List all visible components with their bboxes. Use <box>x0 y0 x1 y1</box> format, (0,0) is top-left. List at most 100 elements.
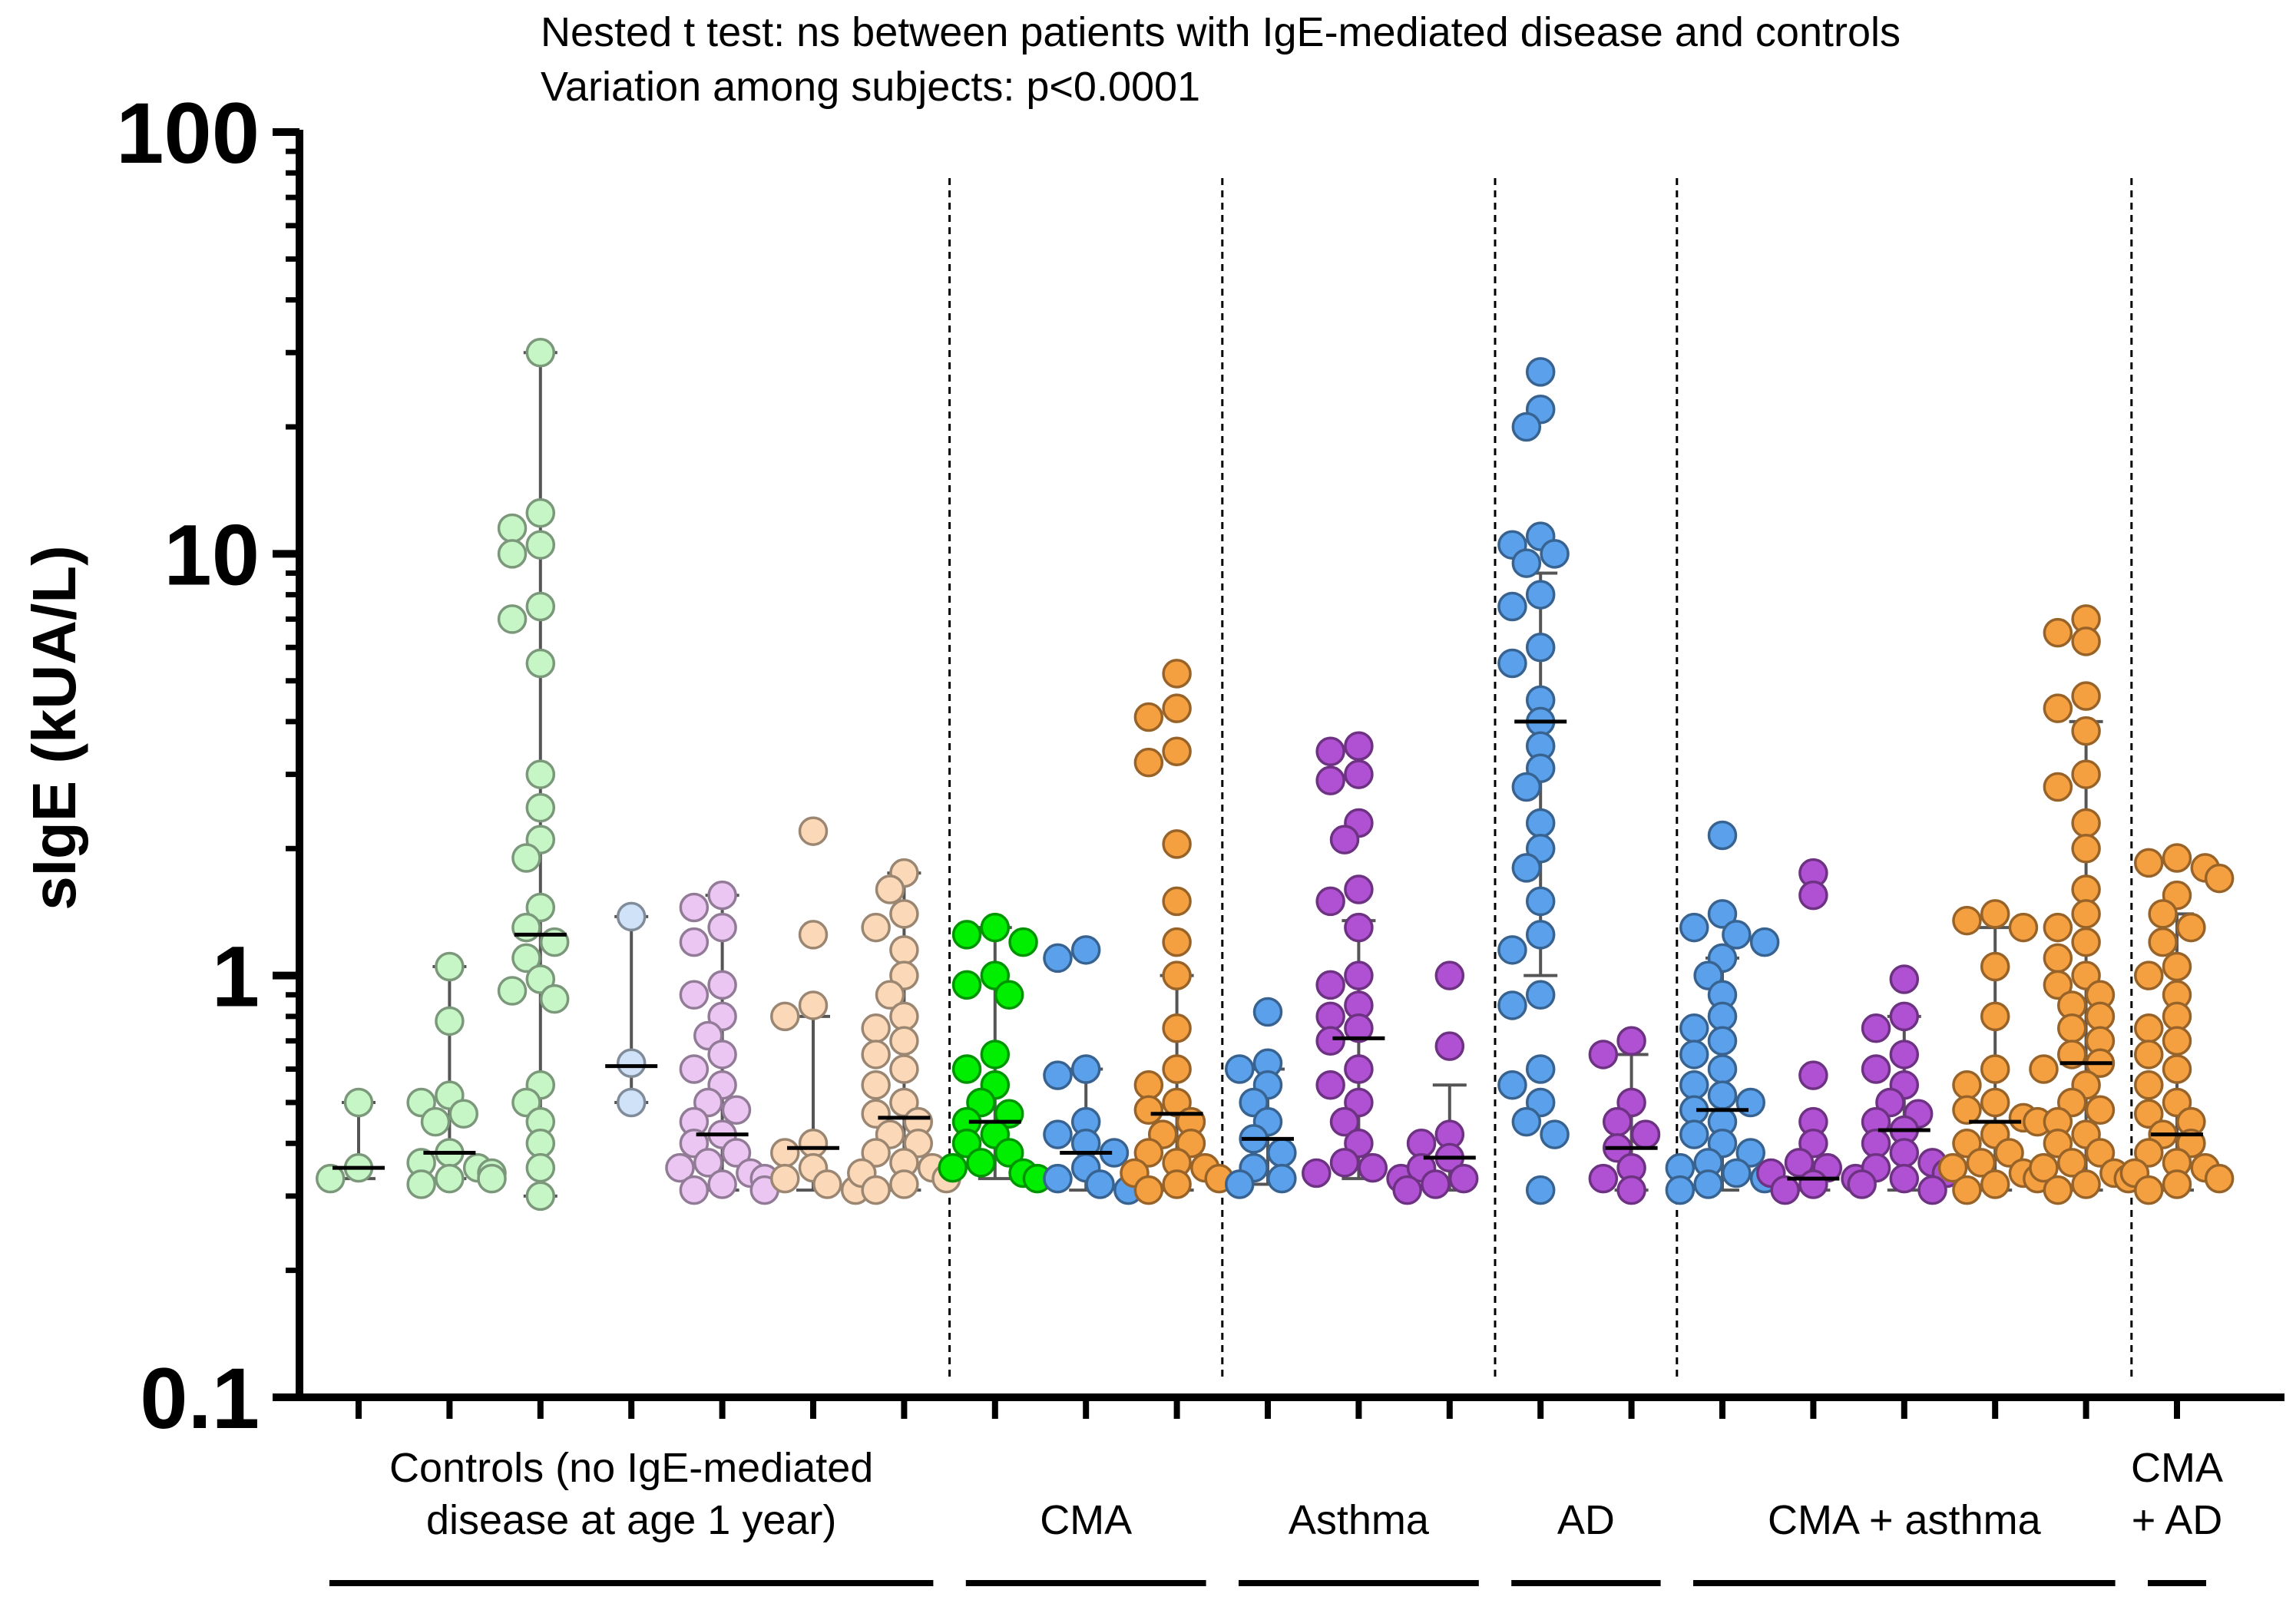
data-point <box>1133 1095 1164 1126</box>
data-point <box>1861 1129 1891 1159</box>
data-point <box>1511 548 1542 578</box>
data-point <box>1707 1080 1738 1110</box>
data-point <box>2056 1148 2087 1178</box>
data-point <box>2029 1152 2059 1183</box>
data-point <box>1679 912 1709 943</box>
data-point <box>525 792 556 823</box>
data-point <box>798 1129 829 1159</box>
data-point <box>1525 886 1556 917</box>
data-point <box>2008 912 2039 943</box>
data-point <box>1980 1054 2010 1084</box>
series-column <box>406 951 507 1199</box>
data-point <box>1525 920 1556 950</box>
data-point <box>435 951 465 982</box>
data-point <box>2056 1013 2087 1043</box>
data-point <box>1525 980 1556 1010</box>
data-point <box>525 530 556 560</box>
series-column <box>2119 843 2235 1205</box>
data-point <box>1980 1001 2010 1032</box>
data-point <box>525 337 556 368</box>
annotation-variation: Variation among subjects: p<0.0001 <box>541 64 1200 110</box>
data-point <box>497 539 528 569</box>
data-point <box>2071 681 2101 711</box>
data-point <box>1344 960 1374 990</box>
data-point <box>1133 702 1164 732</box>
data-point <box>616 1087 647 1118</box>
data-point <box>2176 912 2206 943</box>
group-label: + AD <box>2132 1497 2223 1543</box>
data-point <box>1735 1087 1765 1118</box>
data-point <box>1707 1026 1738 1056</box>
data-point <box>406 1169 436 1199</box>
data-point <box>1630 1119 1661 1149</box>
data-point <box>2043 943 2073 974</box>
data-point <box>1722 920 1752 950</box>
data-point <box>889 935 919 965</box>
data-point <box>2162 1026 2192 1056</box>
data-point <box>2071 759 2101 789</box>
data-point <box>2134 848 2164 878</box>
data-point <box>1511 1106 1542 1137</box>
data-point <box>2134 1175 2164 1205</box>
data-point <box>1707 1001 1738 1032</box>
data-point <box>1707 820 1738 851</box>
data-point <box>1679 1119 1709 1149</box>
data-point <box>679 1054 710 1084</box>
data-point <box>1511 412 1542 442</box>
data-point <box>798 920 829 950</box>
data-point <box>1434 960 1465 990</box>
data-point <box>1735 1138 1765 1168</box>
data-point <box>1861 1013 1891 1043</box>
series-column <box>1588 1026 1661 1205</box>
data-point <box>2071 626 2101 656</box>
series-column <box>1225 997 1297 1199</box>
data-point <box>889 1169 919 1199</box>
series-column <box>1043 935 1143 1205</box>
data-point <box>1329 1148 1360 1178</box>
data-point <box>1070 1054 1101 1084</box>
data-point <box>1162 736 1192 766</box>
data-point <box>525 1152 556 1183</box>
data-point <box>616 901 647 932</box>
data-point <box>1861 1054 1891 1084</box>
data-point <box>1588 1040 1619 1069</box>
data-point <box>1917 1175 1947 1205</box>
data-point <box>861 1040 891 1069</box>
data-point <box>1525 1175 1556 1205</box>
data-point <box>861 1099 891 1129</box>
data-point <box>1798 880 1828 911</box>
data-point <box>1889 1040 1920 1069</box>
data-point <box>316 1163 346 1194</box>
group-separators <box>948 178 2133 1382</box>
data-point <box>889 1026 919 1056</box>
data-point <box>477 1163 507 1194</box>
data-point <box>420 1106 451 1137</box>
group-label: CMA <box>2131 1445 2223 1491</box>
y-tick-label: 100 <box>116 85 260 181</box>
data-point <box>861 1013 891 1043</box>
data-point <box>2043 970 2073 1000</box>
data-point <box>1133 747 1164 778</box>
data-point <box>1315 970 1345 1000</box>
data-point <box>1980 1087 2010 1118</box>
y-tick-label: 10 <box>164 507 260 603</box>
data-point <box>1980 899 2010 929</box>
data-point <box>889 899 919 929</box>
data-point <box>1329 1106 1360 1137</box>
data-point <box>2162 951 2192 982</box>
data-point <box>1511 772 1542 802</box>
data-point <box>1434 1031 1465 1061</box>
data-point <box>435 1006 465 1036</box>
group-label: Controls (no IgE-mediated <box>389 1445 873 1491</box>
data-point <box>1344 1013 1374 1043</box>
data-point <box>1525 357 1556 387</box>
data-point <box>1707 1054 1738 1084</box>
data-point <box>994 1138 1024 1168</box>
data-point <box>938 1152 968 1183</box>
data-point <box>1497 935 1527 965</box>
data-point <box>2134 1138 2164 1168</box>
data-point <box>2071 1169 2101 1199</box>
data-point <box>1497 591 1527 622</box>
y-axis-label: sIgE (kUA/L) <box>20 545 88 911</box>
data-point <box>1043 1060 1073 1090</box>
